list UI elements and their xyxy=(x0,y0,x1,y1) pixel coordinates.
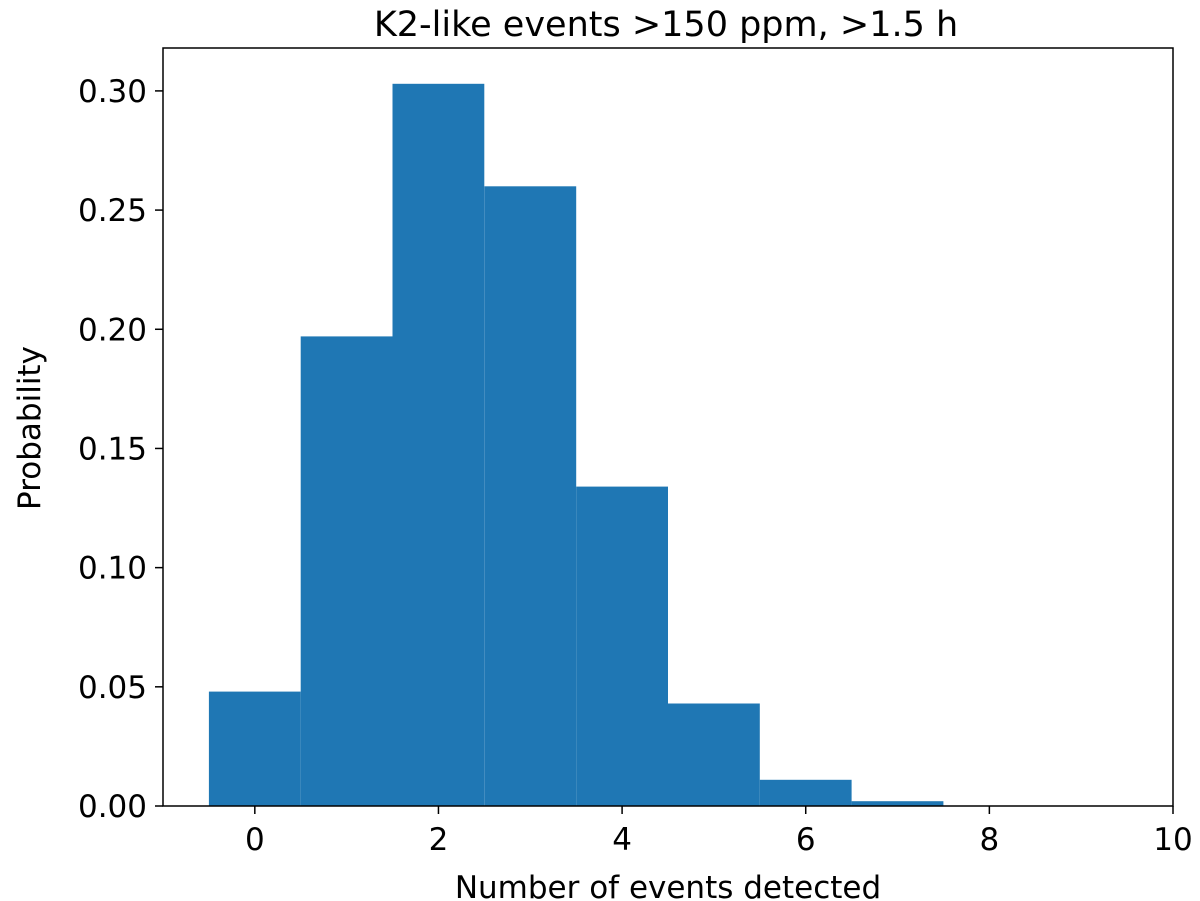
y-tick-label: 0.25 xyxy=(78,193,147,229)
y-tick-label: 0.10 xyxy=(78,551,147,587)
histogram-bar xyxy=(576,486,668,806)
bars-group xyxy=(208,83,944,807)
x-tick-label: 4 xyxy=(612,822,632,858)
histogram-bar xyxy=(851,801,944,806)
y-tick-label: 0.00 xyxy=(78,789,147,825)
x-tick-label: 8 xyxy=(979,822,999,858)
x-tick-label: 0 xyxy=(245,822,265,858)
chart-title: K2-like events >150 ppm, >1.5 h xyxy=(374,5,958,45)
histogram-bar xyxy=(759,779,852,806)
y-axis: 0.00 0.05 0.10 0.15 0.20 0.25 0.30 xyxy=(78,74,163,825)
x-axis-label: Number of events detected xyxy=(455,870,881,901)
x-axis: 0 2 4 6 8 10 xyxy=(245,806,1193,858)
histogram-bar xyxy=(208,691,301,806)
x-tick-label: 6 xyxy=(796,822,816,858)
x-tick-label: 10 xyxy=(1153,822,1192,858)
plot-frame xyxy=(162,47,1174,807)
histogram-bar xyxy=(484,186,577,807)
y-tick-label: 0.30 xyxy=(78,74,147,110)
histogram-bar xyxy=(392,83,485,807)
x-tick-label: 2 xyxy=(429,822,449,858)
histogram-bar xyxy=(668,703,760,806)
y-axis-label: Probability xyxy=(12,346,48,510)
y-tick-label: 0.15 xyxy=(78,431,147,467)
histogram-bar xyxy=(300,336,393,806)
y-tick-label: 0.20 xyxy=(78,312,147,348)
y-tick-label: 0.05 xyxy=(78,670,147,706)
